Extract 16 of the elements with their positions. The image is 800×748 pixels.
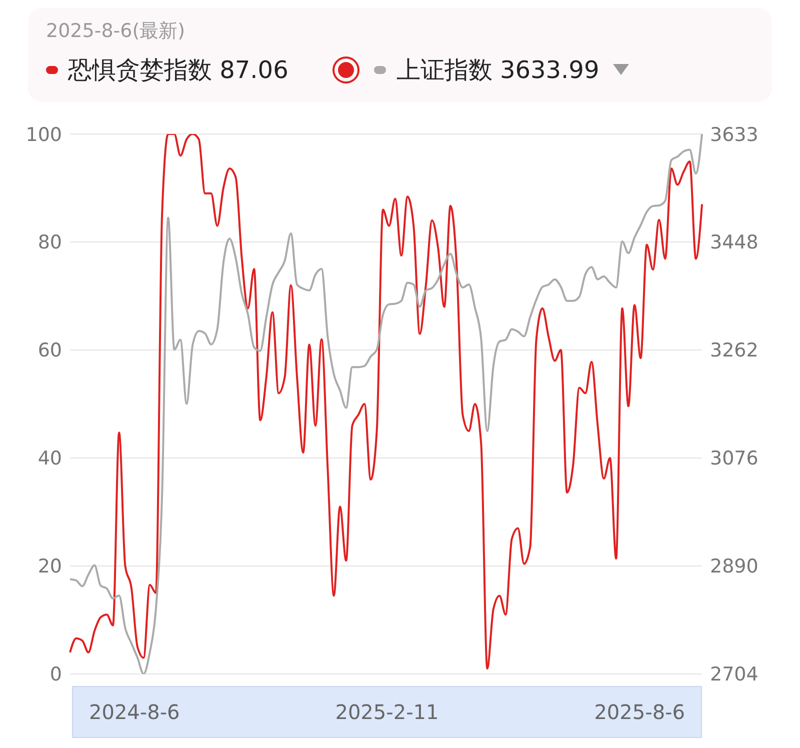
y-tick-label: 60 bbox=[38, 340, 62, 362]
range-slider: 2024-8-6 2025-2-11 2025-8-6 bbox=[72, 686, 702, 738]
y2-tick-label: 3262 bbox=[710, 339, 758, 362]
y-tick-label: 0 bbox=[50, 664, 62, 686]
y2-tick-label: 3076 bbox=[710, 448, 758, 470]
y2-tick-label: 3448 bbox=[710, 231, 758, 254]
y2-tick-label: 3633 bbox=[710, 124, 758, 146]
legend-label: 上证指数 3633.99 bbox=[396, 55, 600, 86]
y-tick-label: 80 bbox=[38, 232, 62, 254]
y-tick-label: 100 bbox=[26, 124, 62, 146]
chart-title: 2025-8-6(最新) bbox=[46, 19, 186, 44]
y2-tick-label: 2890 bbox=[710, 556, 758, 578]
y-tick-label: 20 bbox=[38, 556, 62, 578]
y-tick-label: 40 bbox=[38, 448, 62, 470]
legend-label: 恐惧贪婪指数 87.06 bbox=[68, 55, 288, 86]
y2-tick-label: 2704 bbox=[710, 664, 758, 686]
